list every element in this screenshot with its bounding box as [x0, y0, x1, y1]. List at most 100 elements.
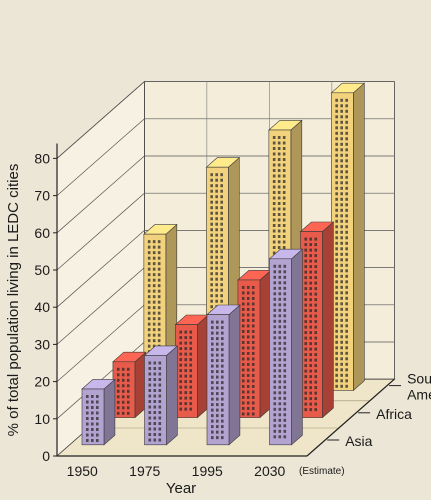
bar-window: [335, 219, 338, 223]
bar-window: [272, 246, 276, 249]
bar-window: [283, 336, 287, 340]
bar-window: [340, 131, 343, 135]
bar-window: [189, 374, 193, 378]
bar-window: [147, 306, 151, 310]
bar-window: [220, 348, 224, 352]
bar-window: [220, 211, 223, 215]
bar-window: [277, 136, 281, 139]
bar-window: [215, 359, 219, 363]
bar-window: [152, 262, 156, 266]
bar-window: [335, 225, 338, 229]
bar-window: [304, 380, 308, 384]
bar-window: [148, 433, 152, 437]
bar-window: [345, 269, 348, 273]
bar-window: [148, 438, 152, 442]
bar-window: [273, 380, 277, 384]
bar-window: [148, 422, 152, 426]
bar-window: [277, 246, 281, 249]
bar-window: [309, 254, 313, 258]
bar-window: [210, 178, 213, 182]
bar-window: [335, 346, 338, 350]
bar-window: [215, 436, 219, 440]
bar-window: [157, 251, 161, 255]
bar-window: [309, 259, 313, 263]
bar-window: [335, 252, 338, 256]
bar-window: [272, 229, 276, 233]
bar-window: [309, 331, 313, 335]
bar-window: [340, 236, 343, 240]
bar-window: [272, 235, 276, 238]
bar-window: [85, 439, 89, 442]
bar-window: [340, 115, 343, 119]
bar-window: [215, 272, 218, 276]
y-axis-label: % of total population living in LEDC cit…: [5, 164, 22, 437]
bar-window: [335, 148, 338, 152]
bar-window: [335, 137, 338, 141]
bar-window: [184, 352, 188, 356]
bar-window: [210, 244, 213, 248]
bar-window: [189, 402, 193, 406]
bar-window: [251, 395, 255, 399]
bar-window: [340, 357, 343, 361]
bar-window: [85, 406, 89, 409]
bar-window: [304, 314, 308, 318]
bar-window: [157, 245, 161, 249]
bar-window: [277, 191, 281, 194]
bar-window: [147, 273, 151, 277]
bar-window: [283, 292, 287, 296]
bar-window: [220, 189, 223, 193]
bar-window: [148, 372, 152, 376]
bar-window: [314, 303, 318, 307]
bar-window: [184, 363, 188, 367]
bar-window: [335, 131, 338, 135]
bar-window: [147, 317, 151, 321]
bar-window: [345, 109, 348, 113]
bar-window: [345, 208, 348, 212]
bar-window: [85, 433, 89, 437]
bar-window: [277, 163, 281, 167]
bar-window: [309, 336, 313, 340]
bar-window: [335, 203, 338, 207]
bar-window: [314, 391, 318, 395]
bar-window: [340, 164, 343, 168]
bar-window: [90, 395, 94, 398]
bar-window: [210, 288, 213, 292]
bar-window: [157, 295, 161, 299]
bar-window: [335, 351, 338, 355]
bar-window: [148, 389, 152, 393]
bar-window: [215, 288, 218, 292]
gridline: [56, 81, 395, 159]
bar-side-face: [166, 345, 178, 446]
bar-window: [246, 384, 250, 388]
bar-window: [241, 307, 245, 311]
x-tick-label: 1995: [192, 463, 223, 479]
bar-window: [241, 302, 245, 306]
bar-window: [309, 369, 313, 373]
bar-window: [273, 352, 277, 356]
bar-window: [90, 400, 94, 404]
bar-window: [345, 203, 348, 207]
bar-window: [220, 200, 223, 204]
bar-window: [220, 277, 223, 281]
bar-window: [278, 275, 282, 279]
bar-window: [85, 422, 89, 426]
bar-window: [335, 263, 338, 267]
bar-window: [241, 373, 245, 377]
bar-window: [335, 170, 338, 174]
y-tick-labels: 0 10 20 30 40 50 60 70 80: [34, 150, 57, 464]
bar-window: [251, 406, 255, 410]
bar-window: [273, 281, 277, 285]
bar-window: [340, 318, 343, 322]
bar-window: [220, 206, 223, 210]
bar-window: [345, 230, 348, 234]
bar-window: [345, 263, 348, 267]
bar-window: [251, 329, 255, 333]
x-tick-label: 2030: [254, 463, 285, 479]
bar-window: [152, 256, 156, 260]
bar-window: [304, 336, 308, 340]
bar-window: [246, 313, 250, 317]
bar-window: [246, 302, 250, 306]
x-axis-label: Year: [166, 480, 196, 497]
bar-window: [241, 291, 245, 295]
bar-window: [215, 173, 218, 177]
